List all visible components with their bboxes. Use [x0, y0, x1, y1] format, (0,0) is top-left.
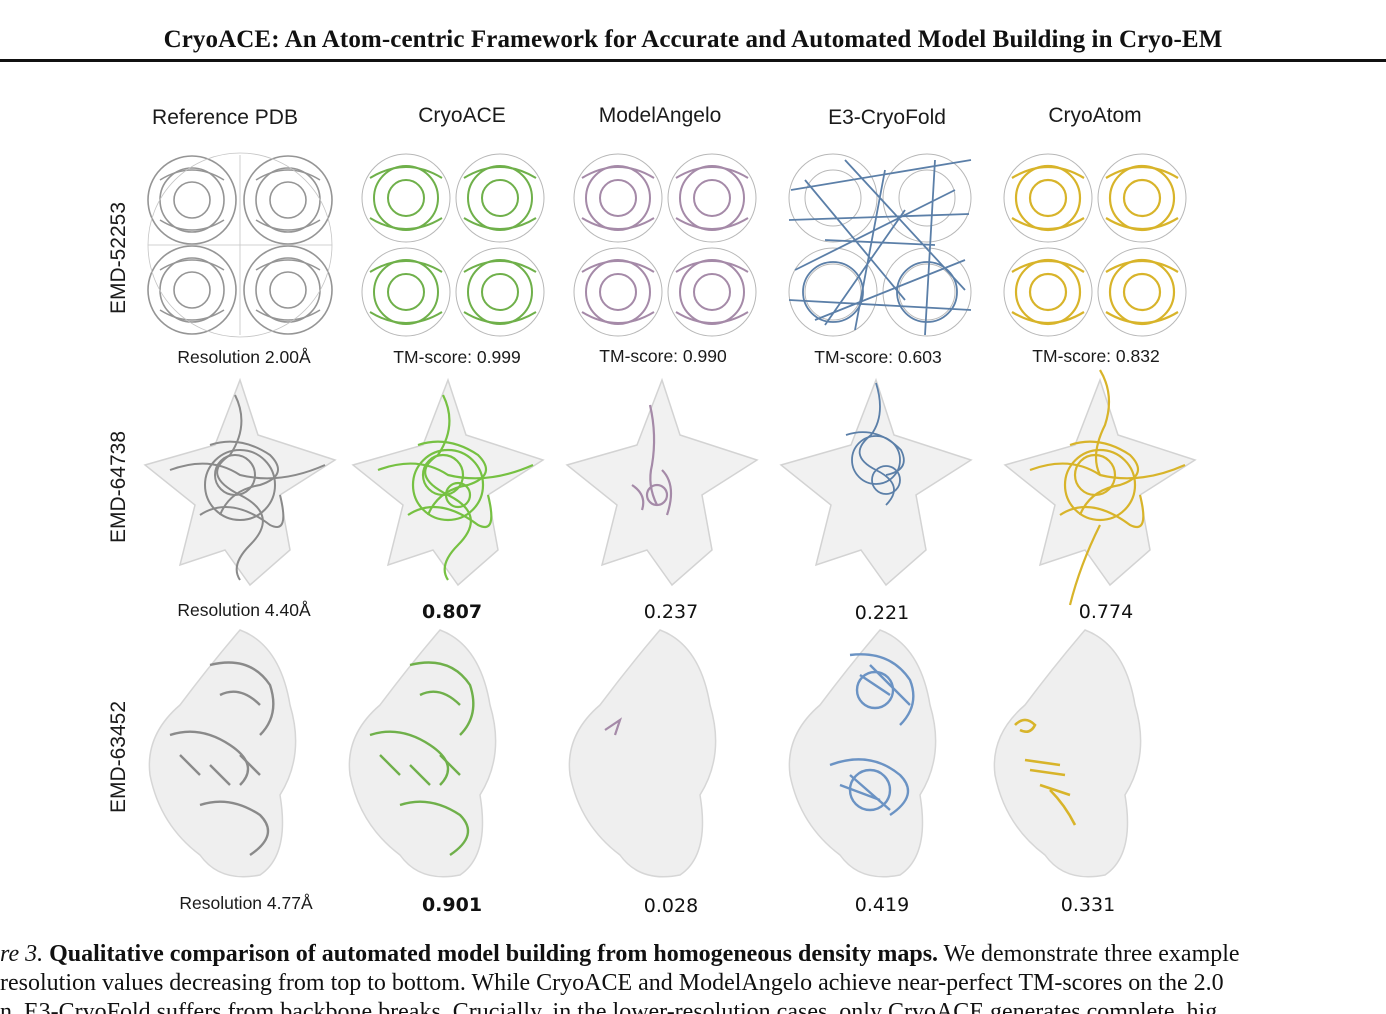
structure-render-cryoatom-row1 [1000, 150, 1190, 340]
score-cryoace-row2: 0.807 [421, 601, 483, 623]
structure-render-ref-row3 [140, 625, 320, 885]
structure-render-cryoatom-row3 [985, 625, 1165, 885]
paper-header: CryoACE: An Atom-centric Framework for A… [0, 0, 1386, 62]
figure-caption: re 3. Qualitative comparison of automate… [0, 940, 1386, 1014]
score-cryoace-row3: 0.901 [421, 894, 483, 916]
score-modelangelo-row3: 0.028 [643, 895, 699, 917]
score-e3cryofold-row2: 0.221 [854, 602, 910, 624]
caption-line-1-rest: We demonstrate three example [943, 941, 1240, 967]
resolution-label-row2: Resolution 4.40Å [177, 600, 311, 620]
score-modelangelo-row1: TM-score: 0.990 [599, 346, 727, 366]
structure-render-e3cryofold-row1 [785, 150, 975, 340]
score-modelangelo-row2: 0.237 [643, 601, 699, 623]
score-e3cryofold-row3: 0.419 [854, 894, 910, 916]
caption-title: Qualitative comparison of automated mode… [49, 941, 939, 967]
score-cryoatom-row2: 0.774 [1078, 601, 1134, 623]
structure-render-modelangelo-row1 [570, 150, 760, 340]
caption-line-2: resolution values decreasing from top to… [0, 970, 1224, 996]
structure-render-cryoatom-row2 [1000, 365, 1205, 615]
caption-figure-label: re 3. [0, 941, 44, 967]
row-label-emd-52253: EMD-52253 [107, 201, 130, 315]
score-e3cryofold-row1: TM-score: 0.603 [814, 347, 942, 367]
column-header-reference: Reference PDB [152, 106, 298, 129]
structure-render-ref-row1 [140, 150, 340, 340]
score-cryoace-row1: TM-score: 0.999 [393, 347, 521, 367]
paper-title: CryoACE: An Atom-centric Framework for A… [163, 26, 1223, 53]
score-cryoatom-row3: 0.331 [1060, 894, 1116, 916]
caption-line-3: n, E3-CryoFold suffers from backbone bre… [0, 999, 1218, 1014]
structure-render-cryoace-row3 [340, 625, 520, 885]
row-label-emd-63452: EMD-63452 [107, 700, 130, 814]
structure-render-ref-row2 [140, 375, 345, 590]
column-header-cryoatom: CryoAtom [1048, 104, 1142, 127]
caption-line-1: re 3. Qualitative comparison of automate… [0, 940, 1386, 969]
structure-render-e3cryofold-row3 [780, 625, 960, 885]
column-header-modelangelo: ModelAngelo [598, 104, 722, 127]
structure-render-e3cryofold-row2 [776, 375, 981, 590]
structure-render-cryoace-row1 [358, 150, 548, 340]
score-cryoatom-row1: TM-score: 0.832 [1032, 346, 1160, 366]
resolution-label-row3: Resolution 4.77Å [179, 893, 313, 913]
column-header-cryoace: CryoACE [418, 104, 506, 127]
structure-render-cryoace-row2 [348, 375, 553, 590]
structure-render-modelangelo-row3 [560, 625, 740, 885]
column-header-e3cryofold: E3-CryoFold [828, 106, 946, 129]
row-label-emd-64738: EMD-64738 [107, 430, 130, 544]
resolution-label-row1: Resolution 2.00Å [177, 347, 311, 367]
structure-render-modelangelo-row2 [562, 375, 767, 590]
